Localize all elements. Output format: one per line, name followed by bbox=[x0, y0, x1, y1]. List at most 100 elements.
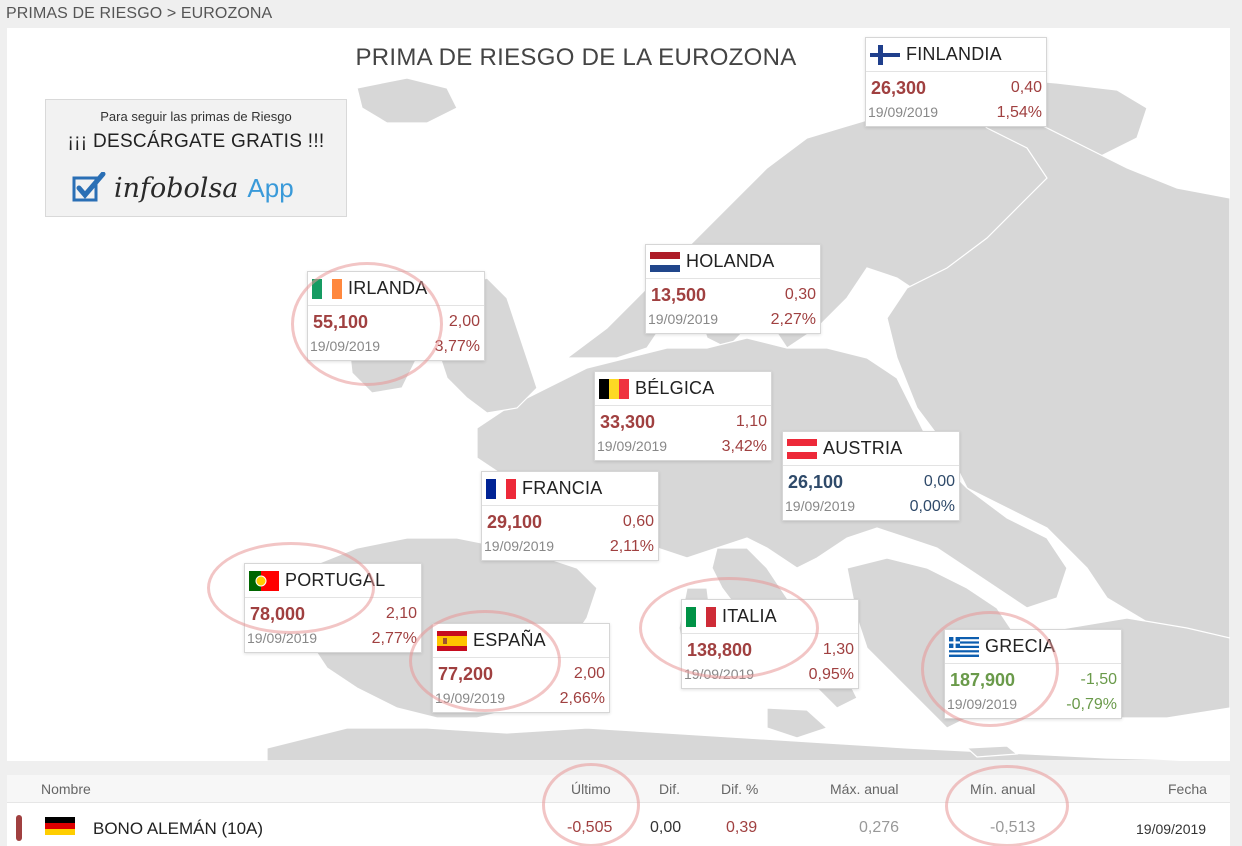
portugal-flag-icon bbox=[249, 570, 279, 591]
risk-premium-value: 26,100 bbox=[788, 472, 844, 492]
table-row[interactable]: BONO ALEMÁN (10A) -0,505 0,00 0,39 0,276… bbox=[7, 803, 1230, 846]
risk-premium-pct: 0,00% bbox=[909, 498, 955, 515]
risk-premium-dif: 2,00 bbox=[448, 313, 480, 330]
risk-premium-pct: 1,54% bbox=[996, 104, 1042, 121]
risk-premium-pct: 2,11% bbox=[609, 538, 654, 555]
country-card-holanda[interactable]: HOLANDA 13,500 0,30 19/09/2019 2,27% bbox=[645, 244, 821, 334]
austria-flag-icon bbox=[787, 438, 817, 459]
app-promo-banner[interactable]: Para seguir las primas de Riesgo ¡¡¡ DES… bbox=[45, 99, 347, 217]
risk-premium-dif: 0,00 bbox=[923, 473, 955, 490]
country-name: IRLANDA bbox=[348, 278, 428, 298]
risk-premium-dif: 2,10 bbox=[385, 605, 417, 622]
country-card-italia[interactable]: ITALIA 138,800 1,30 19/09/2019 0,95% bbox=[681, 599, 859, 689]
table-header: Nombre Último Dif. Dif. % Máx. anual Mín… bbox=[7, 775, 1230, 803]
country-name: GRECIA bbox=[985, 636, 1056, 656]
risk-premium-value: 138,800 bbox=[687, 640, 753, 660]
country-name: FINLANDIA bbox=[906, 44, 1002, 64]
country-card-irlanda[interactable]: IRLANDA 55,100 2,00 19/09/2019 3,77% bbox=[307, 271, 485, 361]
risk-premium-date: 19/09/2019 bbox=[435, 690, 506, 706]
country-card-austria[interactable]: AUSTRIA 26,100 0,00 19/09/2019 0,00% bbox=[782, 431, 960, 521]
risk-premium-value: 29,100 bbox=[487, 512, 543, 532]
risk-premium-date: 19/09/2019 bbox=[247, 630, 318, 646]
risk-premium-pct: 0,95% bbox=[808, 666, 854, 683]
column-header-dif[interactable]: Dif. bbox=[659, 781, 680, 797]
promo-brand: infobolsa bbox=[114, 172, 239, 204]
greece-flag-icon bbox=[949, 636, 979, 657]
bond-dif: 0,00 bbox=[650, 819, 682, 836]
country-name: HOLANDA bbox=[686, 251, 775, 271]
country-card-francia[interactable]: FRANCIA 29,100 0,60 19/09/2019 2,11% bbox=[481, 471, 659, 561]
risk-premium-pct: 2,77% bbox=[371, 630, 417, 647]
map-title: PRIMA DE RIESGO DE LA EUROZONA bbox=[355, 44, 797, 71]
risk-premium-pct: 3,77% bbox=[434, 338, 480, 355]
country-name: ITALIA bbox=[722, 606, 777, 626]
risk-premium-value: 78,000 bbox=[250, 604, 306, 624]
risk-premium-pct: 3,42% bbox=[721, 438, 767, 455]
column-header-min-anual[interactable]: Mín. anual bbox=[970, 781, 1036, 797]
breadcrumb: PRIMAS DE RIESGO > EUROZONA bbox=[6, 5, 272, 23]
checkbox-check-icon bbox=[72, 172, 106, 202]
promo-app: App bbox=[247, 172, 294, 203]
country-name: AUSTRIA bbox=[823, 438, 903, 458]
risk-premium-value: 187,900 bbox=[950, 670, 1016, 690]
risk-premium-pct: 2,66% bbox=[559, 690, 605, 707]
breadcrumb-current: EUROZONA bbox=[180, 5, 273, 22]
column-header-nombre[interactable]: Nombre bbox=[41, 781, 91, 797]
italy-flag-icon bbox=[686, 606, 716, 627]
country-card-grecia[interactable]: GRECIA 187,900 -1,50 19/09/2019 -0,79% bbox=[944, 629, 1122, 719]
breadcrumb-link-primas[interactable]: PRIMAS DE RIESGO bbox=[6, 5, 163, 22]
country-name: ESPAÑA bbox=[473, 630, 546, 650]
ireland-flag-icon bbox=[312, 278, 342, 299]
country-name: BÉLGICA bbox=[635, 378, 715, 398]
france-flag-icon bbox=[486, 478, 516, 499]
country-card-finlandia[interactable]: FINLANDIA 26,300 0,40 19/09/2019 1,54% bbox=[865, 37, 1047, 127]
finland-flag-icon bbox=[870, 44, 900, 65]
risk-premium-date: 19/09/2019 bbox=[868, 104, 939, 120]
risk-premium-date: 19/09/2019 bbox=[310, 338, 381, 354]
netherlands-flag-icon bbox=[650, 251, 680, 272]
risk-premium-dif: 1,10 bbox=[735, 413, 767, 430]
risk-premium-date: 19/09/2019 bbox=[648, 311, 719, 327]
risk-premium-date: 19/09/2019 bbox=[785, 498, 856, 514]
eurozone-map-panel: PRIMA DE RIESGO DE LA EUROZONA Para segu… bbox=[7, 28, 1230, 761]
risk-premium-value: 13,500 bbox=[651, 285, 707, 305]
infobolsa-logo: infobolsa App bbox=[72, 172, 294, 204]
risk-premium-dif: 0,60 bbox=[622, 513, 654, 530]
column-header-max-anual[interactable]: Máx. anual bbox=[830, 781, 899, 797]
risk-premium-dif: 1,30 bbox=[822, 641, 854, 658]
risk-premium-dif: 0,30 bbox=[784, 286, 816, 303]
risk-premium-date: 19/09/2019 bbox=[684, 666, 755, 682]
bond-name[interactable]: BONO ALEMÁN (10A) bbox=[93, 819, 264, 838]
column-header-fecha[interactable]: Fecha bbox=[1168, 781, 1207, 797]
bond-table: Nombre Último Dif. Dif. % Máx. anual Mín… bbox=[7, 763, 1230, 846]
row-color-marker bbox=[16, 815, 22, 841]
risk-premium-value: 77,200 bbox=[438, 664, 494, 684]
risk-premium-value: 55,100 bbox=[313, 312, 369, 332]
germany-flag-icon bbox=[45, 817, 75, 835]
country-card-espana[interactable]: ESPAÑA 77,200 2,00 19/09/2019 2,66% bbox=[432, 623, 610, 713]
risk-premium-dif: 2,00 bbox=[573, 665, 605, 682]
bond-fecha: 19/09/2019 bbox=[1136, 821, 1207, 837]
risk-premium-pct: -0,79% bbox=[1066, 696, 1117, 713]
column-header-dif-pct[interactable]: Dif. % bbox=[721, 781, 759, 797]
bond-dif-pct: 0,39 bbox=[726, 819, 758, 836]
promo-line-2: ¡¡¡ DESCÁRGATE GRATIS !!! bbox=[67, 131, 325, 152]
country-card-portugal[interactable]: PORTUGAL 78,000 2,10 19/09/2019 2,77% bbox=[244, 563, 422, 653]
country-name: PORTUGAL bbox=[285, 570, 386, 590]
risk-premium-dif: 0,40 bbox=[1010, 79, 1042, 96]
spain-flag-icon bbox=[437, 630, 467, 651]
risk-premium-value: 26,300 bbox=[871, 78, 927, 98]
risk-premium-pct: 2,27% bbox=[770, 311, 816, 328]
bond-ultimo: -0,505 bbox=[567, 819, 613, 836]
breadcrumb-separator: > bbox=[166, 5, 177, 22]
risk-premium-date: 19/09/2019 bbox=[484, 538, 555, 554]
promo-line-1: Para seguir las primas de Riesgo bbox=[100, 109, 292, 124]
column-header-ultimo[interactable]: Último bbox=[571, 781, 611, 797]
risk-premium-date: 19/09/2019 bbox=[597, 438, 668, 454]
bond-max-anual: 0,276 bbox=[859, 819, 900, 836]
country-card-belgica[interactable]: BÉLGICA 33,300 1,10 19/09/2019 3,42% bbox=[594, 371, 772, 461]
country-name: FRANCIA bbox=[522, 478, 603, 498]
belgium-flag-icon bbox=[599, 378, 629, 399]
risk-premium-date: 19/09/2019 bbox=[947, 696, 1018, 712]
bond-min-anual: -0,513 bbox=[990, 819, 1036, 836]
